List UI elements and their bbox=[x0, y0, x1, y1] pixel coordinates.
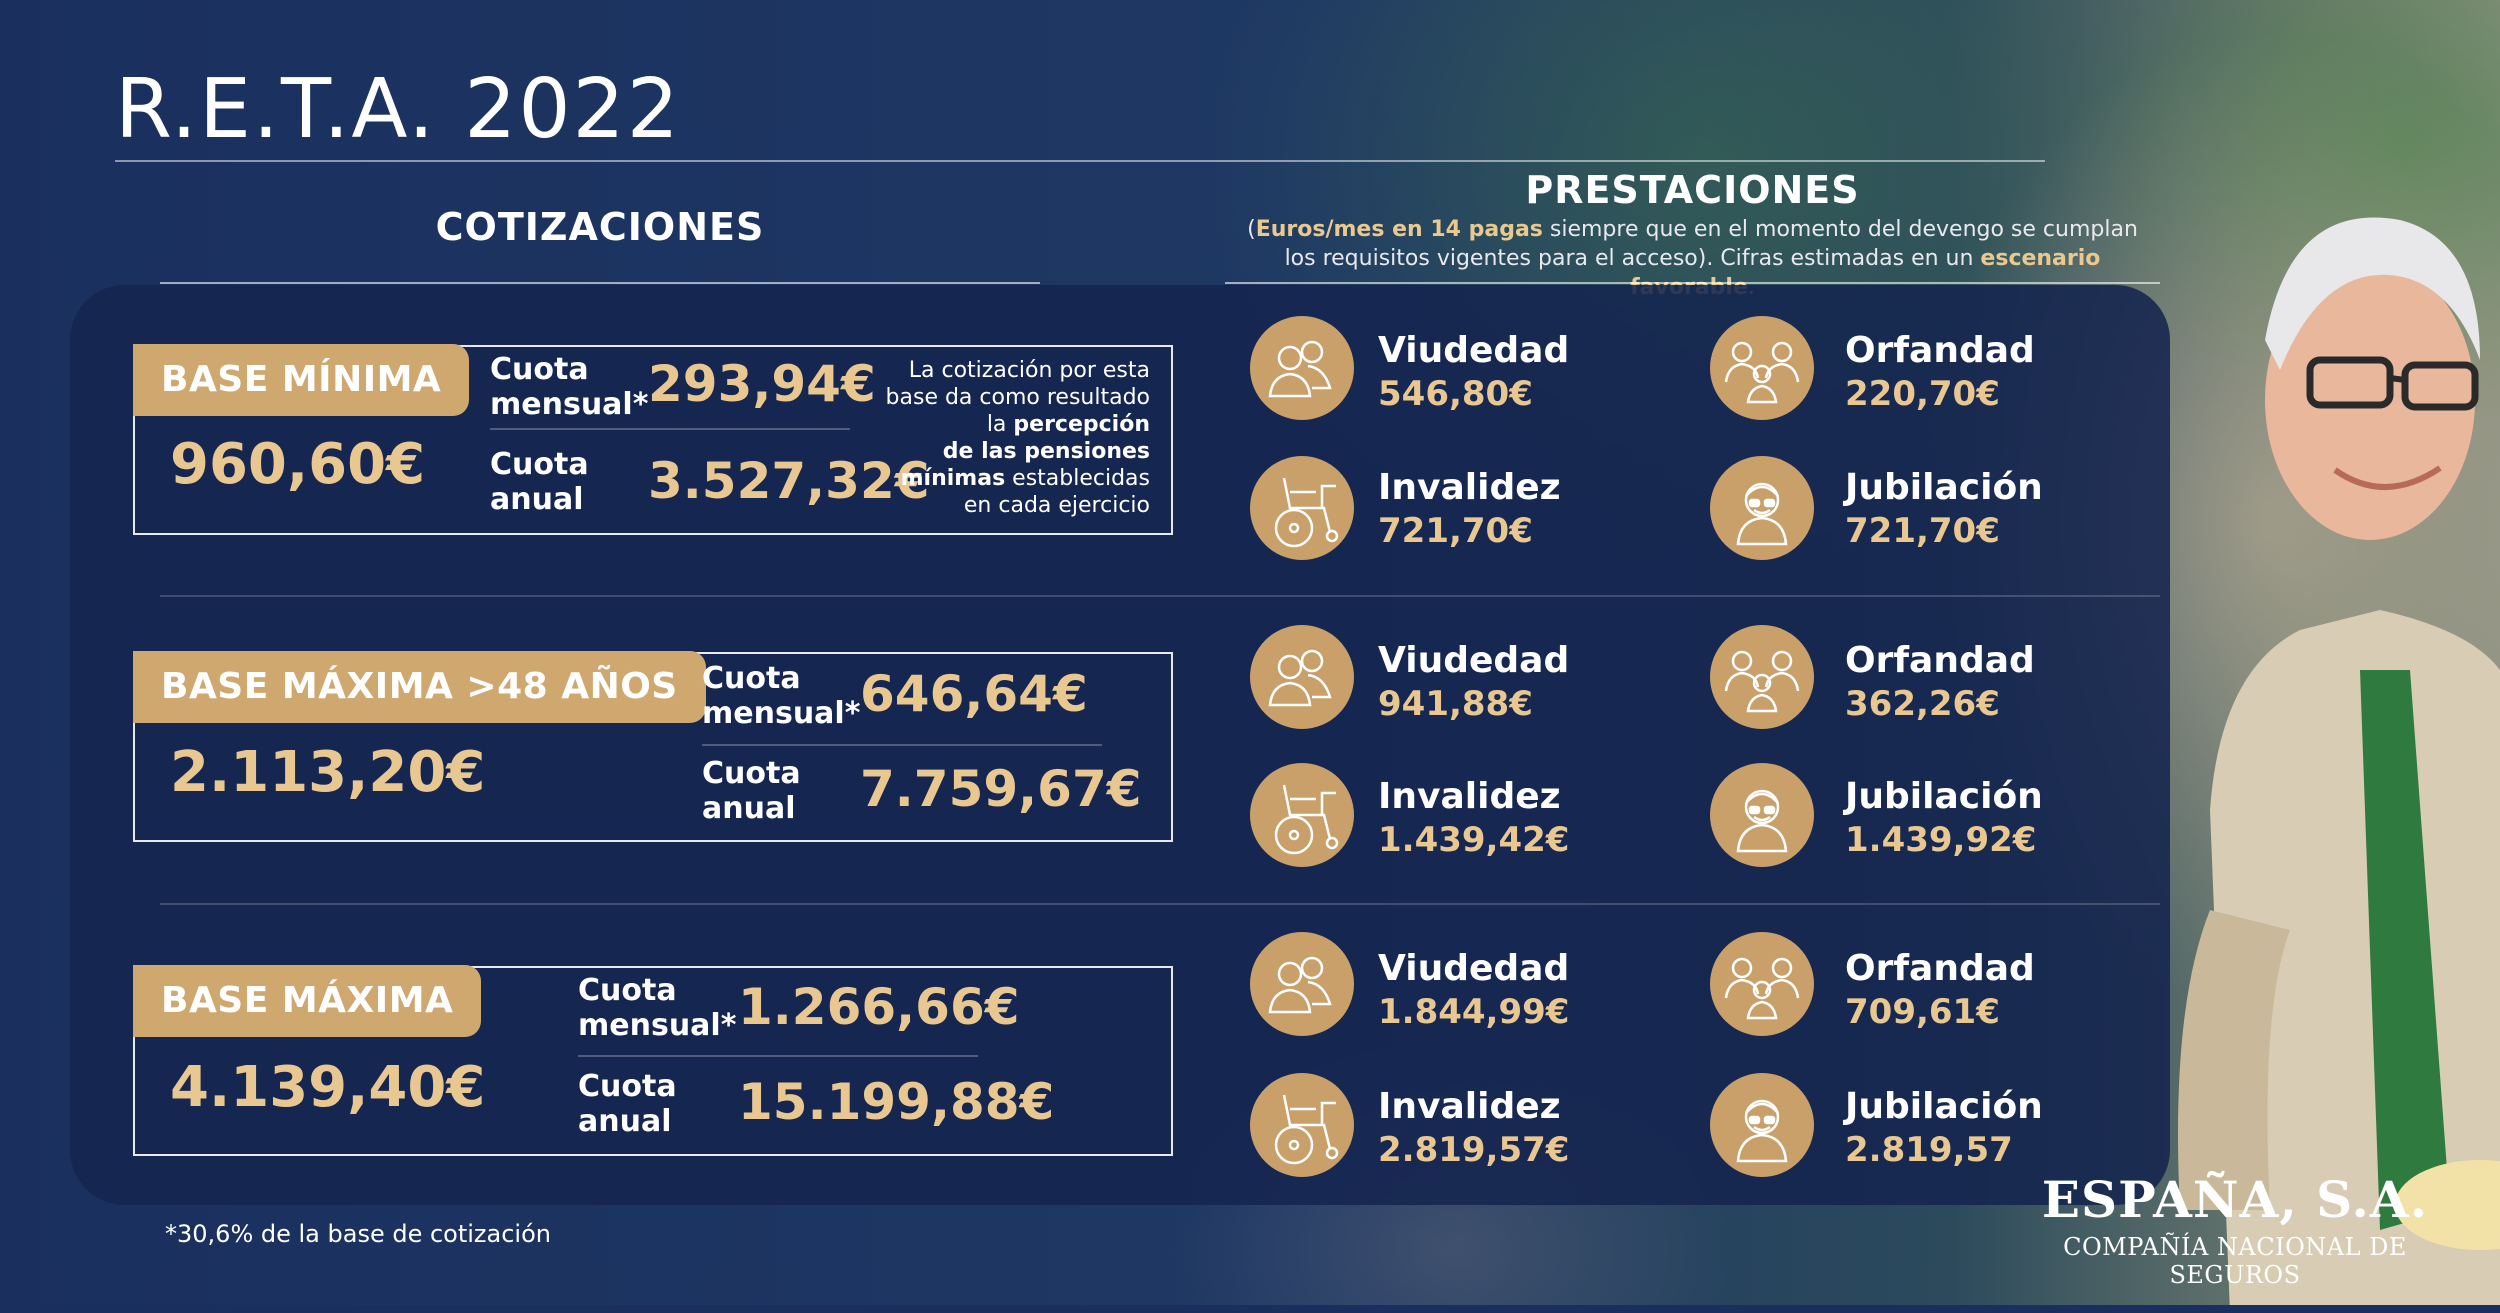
viudedad-label: Viudedad bbox=[1378, 948, 1570, 989]
page-title: R.E.T.A. 2022 bbox=[115, 62, 681, 157]
jubilacion-label: Jubilación bbox=[1845, 467, 2043, 508]
brand-name: ESPAÑA, S.A. bbox=[2041, 1170, 2429, 1229]
invalidez-label: Invalidez bbox=[1378, 776, 1561, 817]
jubilacion-label: Jubilación bbox=[1845, 776, 2043, 817]
cuota-anual-value: 7.759,67€ bbox=[860, 760, 1142, 818]
brand-subtitle: COMPAÑÍA NACIONAL DE SEGUROS bbox=[2063, 1233, 2407, 1289]
cuota-anual-value: 3.527,32€ bbox=[648, 452, 930, 510]
base-maxima-48-tag: BASE MÁXIMA >48 AÑOS bbox=[133, 651, 706, 723]
jubilacion-value: 721,70€ bbox=[1845, 511, 2000, 551]
invalidez-value: 721,70€ bbox=[1378, 511, 1533, 551]
widowhood-icon bbox=[1250, 625, 1354, 729]
invalidez-value: 2.819,57€ bbox=[1378, 1130, 1570, 1170]
viudedad-value: 941,88€ bbox=[1378, 684, 1533, 724]
cuota-divider bbox=[578, 1055, 978, 1057]
orfandad-label: Orfandad bbox=[1845, 640, 2035, 681]
widowhood-icon bbox=[1250, 932, 1354, 1036]
base-maxima-tag: BASE MÁXIMA bbox=[133, 965, 482, 1037]
base-minima-tag: BASE MÍNIMA bbox=[133, 344, 470, 416]
jubilacion-value: 2.819,57 bbox=[1845, 1130, 2013, 1170]
base-minima-box bbox=[133, 345, 1173, 535]
orfandad-value: 362,26€ bbox=[1845, 684, 2000, 724]
orfandad-label: Orfandad bbox=[1845, 330, 2035, 371]
invalidez-label: Invalidez bbox=[1378, 1086, 1561, 1127]
cuota-anual-label: Cuota anual bbox=[702, 756, 801, 826]
orphanhood-icon bbox=[1710, 932, 1814, 1036]
cuota-divider bbox=[702, 744, 1102, 746]
title-divider bbox=[115, 160, 2045, 162]
cuota-mensual-label: Cuota mensual* bbox=[490, 352, 649, 422]
orfandad-value: 709,61€ bbox=[1845, 992, 2000, 1032]
content-panel bbox=[70, 285, 2170, 1205]
row-separator bbox=[160, 595, 2160, 597]
retiree-icon bbox=[1710, 763, 1814, 867]
invalidez-value: 1.439,42€ bbox=[1378, 820, 1570, 860]
jubilacion-value: 1.439,92€ bbox=[1845, 820, 2037, 860]
prestaciones-divider bbox=[1225, 282, 2160, 284]
viudedad-label: Viudedad bbox=[1378, 640, 1570, 681]
orphanhood-icon bbox=[1710, 316, 1814, 420]
viudedad-value: 1.844,99€ bbox=[1378, 992, 1570, 1032]
orphanhood-icon bbox=[1710, 625, 1814, 729]
footnote: *30,6% de la base de cotización bbox=[165, 1220, 551, 1248]
wheelchair-icon bbox=[1250, 763, 1354, 867]
base-maxima-48-value: 2.113,20€ bbox=[170, 740, 486, 805]
row-separator bbox=[160, 903, 2160, 905]
wheelchair-icon bbox=[1250, 1073, 1354, 1177]
cuota-anual-label: Cuota anual bbox=[490, 447, 589, 517]
cuota-mensual-value: 293,94€ bbox=[648, 355, 876, 413]
retiree-icon bbox=[1710, 1073, 1814, 1177]
bottom-strip bbox=[0, 1305, 2500, 1313]
cuota-anual-label: Cuota anual bbox=[578, 1069, 677, 1139]
viudedad-label: Viudedad bbox=[1378, 330, 1570, 371]
base-maxima-value: 4.139,40€ bbox=[170, 1055, 486, 1120]
base-maxima-box bbox=[133, 966, 1173, 1156]
base-minima-value: 960,60€ bbox=[170, 432, 426, 497]
senior-man-photo bbox=[2178, 217, 2500, 1313]
cotizaciones-divider bbox=[160, 282, 1040, 284]
cuota-anual-value: 15.199,88€ bbox=[738, 1073, 1055, 1131]
orfandad-value: 220,70€ bbox=[1845, 374, 2000, 414]
cotizaciones-heading: COTIZACIONES bbox=[435, 205, 765, 249]
cuota-divider bbox=[490, 428, 850, 430]
widowhood-icon bbox=[1250, 316, 1354, 420]
cuota-mensual-value: 646,64€ bbox=[860, 665, 1088, 723]
cuota-mensual-label: Cuota mensual* bbox=[702, 661, 861, 731]
cuota-mensual-value: 1.266,66€ bbox=[738, 978, 1020, 1036]
wheelchair-icon bbox=[1250, 456, 1354, 560]
viudedad-value: 546,80€ bbox=[1378, 374, 1533, 414]
brand-logo: ESPAÑA, S.A. COMPAÑÍA NACIONAL DE SEGURO… bbox=[2015, 1170, 2455, 1289]
retiree-icon bbox=[1710, 456, 1814, 560]
jubilacion-label: Jubilación bbox=[1845, 1086, 2043, 1127]
invalidez-label: Invalidez bbox=[1378, 467, 1561, 508]
base-minima-note: La cotización por esta base da como resu… bbox=[885, 358, 1150, 518]
orfandad-label: Orfandad bbox=[1845, 948, 2035, 989]
cuota-mensual-label: Cuota mensual* bbox=[578, 973, 737, 1043]
prestaciones-heading: PRESTACIONES bbox=[1525, 168, 1860, 212]
